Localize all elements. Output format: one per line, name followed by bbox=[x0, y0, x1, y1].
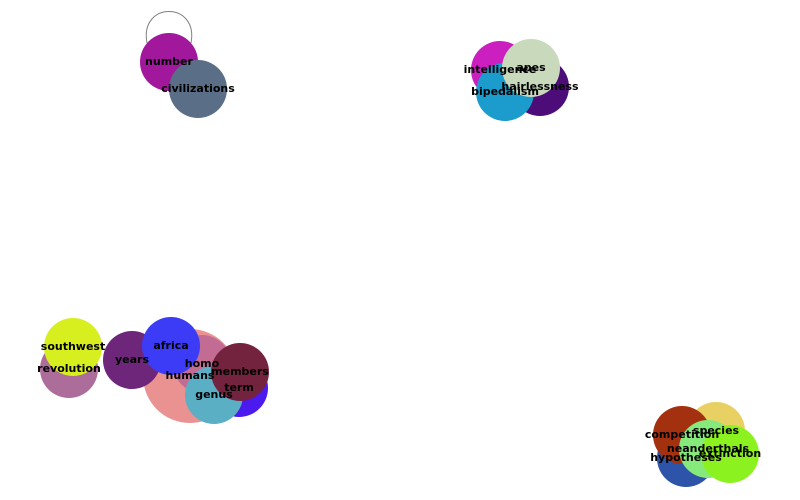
node-label-genus: genus bbox=[195, 388, 233, 401]
node-label-years: years bbox=[115, 353, 149, 366]
node-label-term: term bbox=[224, 381, 254, 394]
node-label-humans: humans bbox=[166, 369, 215, 382]
node-apes bbox=[502, 39, 560, 97]
node-label-africa: africa bbox=[153, 339, 188, 352]
edge-number-self-loop bbox=[145, 11, 193, 44]
node-extinction bbox=[701, 425, 759, 483]
node-label-members: members bbox=[211, 365, 269, 378]
node-label-apes: apes bbox=[516, 61, 546, 74]
node-label-southwest: southwest bbox=[41, 340, 105, 353]
node-africa bbox=[142, 317, 200, 375]
node-label-number: number bbox=[145, 55, 193, 68]
node-label-neanderthals: neanderthals bbox=[667, 442, 750, 455]
node-civilizations bbox=[169, 60, 227, 118]
node-label-competition: competition bbox=[645, 428, 719, 441]
node-label-intelligence: intelligence bbox=[464, 63, 537, 76]
node-label-hypotheses: hypotheses bbox=[650, 451, 722, 464]
node-label-bipedalism: bipedalism bbox=[471, 85, 539, 98]
node-label-extinction: extinction bbox=[699, 447, 761, 460]
node-label-homo: homo bbox=[185, 357, 220, 370]
node-label-civilizations: civilizations bbox=[161, 82, 235, 95]
node-label-species: species bbox=[693, 424, 740, 437]
label-layer: number civilizations intelligence hairlessn… bbox=[37, 55, 761, 464]
node-layer bbox=[40, 33, 759, 487]
node-label-hairlessness: hairlessness bbox=[501, 80, 579, 93]
node-label-revolution: revolution bbox=[37, 362, 101, 375]
node-members bbox=[211, 343, 269, 401]
node-southwest bbox=[44, 318, 102, 376]
